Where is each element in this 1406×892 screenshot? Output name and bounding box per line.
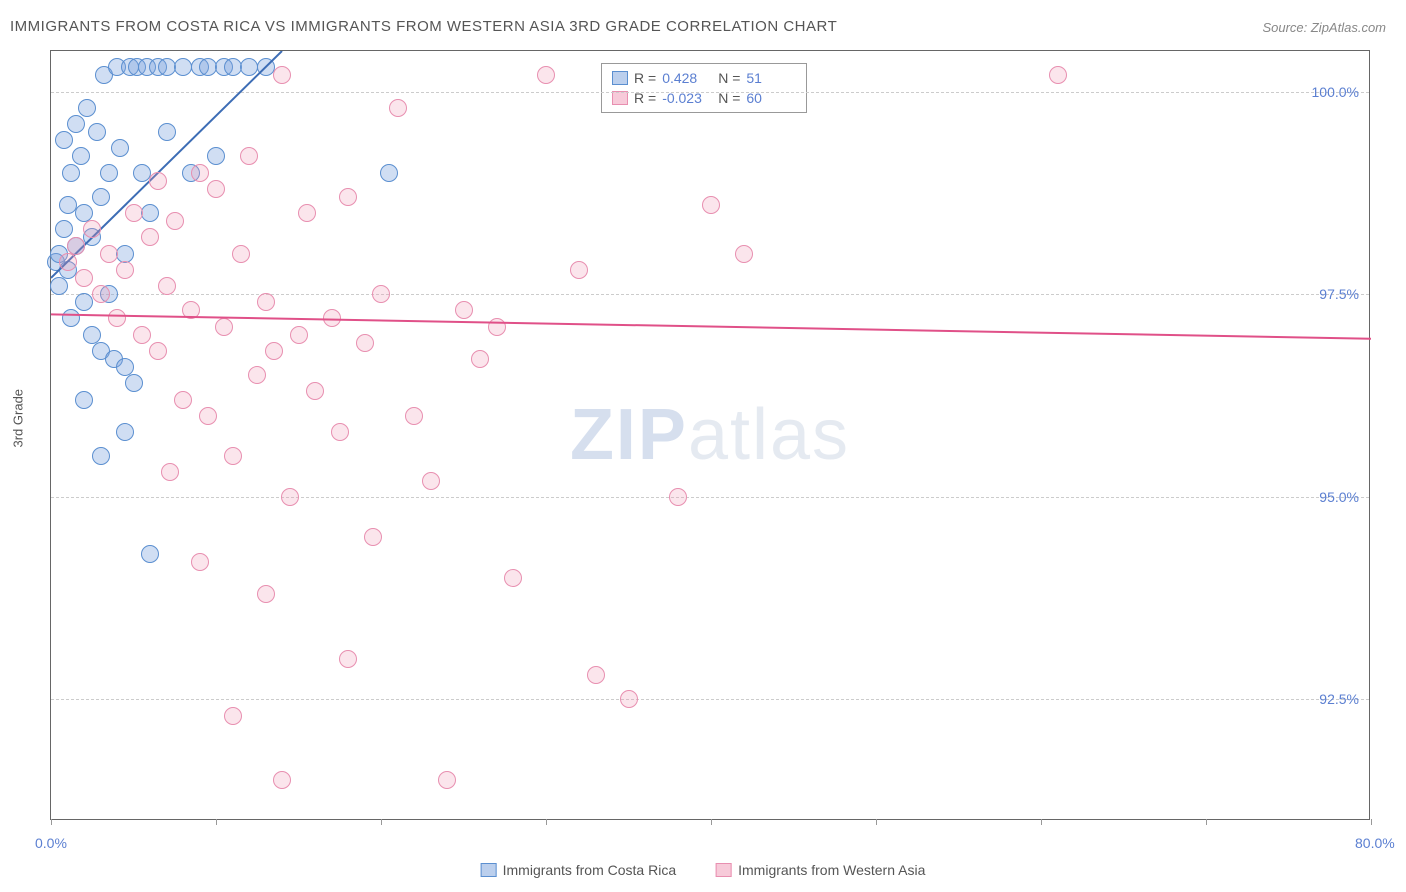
x-tick-label: 0.0% [35, 835, 67, 851]
swatch-pink-icon [716, 863, 732, 877]
swatch-blue-icon [481, 863, 497, 877]
x-tick [1371, 819, 1372, 825]
source-attribution: Source: ZipAtlas.com [1262, 20, 1386, 35]
y-axis-label: 3rd Grade [11, 389, 26, 448]
chart-title: IMMIGRANTS FROM COSTA RICA VS IMMIGRANTS… [10, 18, 837, 35]
legend-item-1: Immigrants from Costa Rica [481, 862, 676, 878]
x-tick-label: 80.0% [1355, 835, 1395, 851]
trend-line [51, 51, 1371, 821]
bottom-legend: Immigrants from Costa Rica Immigrants fr… [481, 862, 926, 878]
plot-area: ZIPatlas R = 0.428 N = 51 R = -0.023 N =… [50, 50, 1370, 820]
legend-item-2: Immigrants from Western Asia [716, 862, 925, 878]
